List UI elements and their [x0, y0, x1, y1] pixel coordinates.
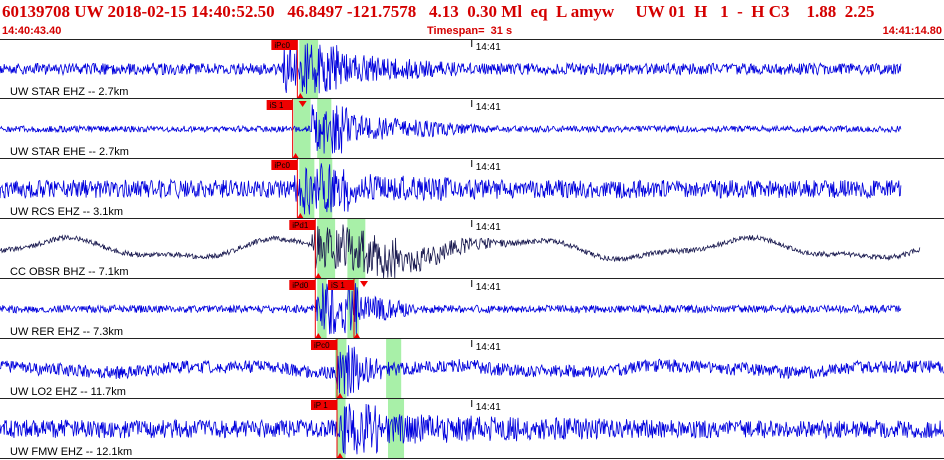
phase-pick-flag[interactable] — [271, 40, 298, 50]
channel-panel[interactable]: 14:41 iS 1 UW STAR EHE -- 2.7km — [0, 99, 944, 159]
analysis-window[interactable] — [386, 339, 402, 399]
channel-panel[interactable]: 14:41 iPd0 iS 1 UW RER EHZ -- 7.3km — [0, 279, 944, 339]
phase-pick-label: iPc0 — [274, 161, 290, 170]
time-tick-label: 14:41 — [476, 402, 501, 413]
pick-marker-down — [298, 101, 307, 107]
channel-label: CC OBSR BHZ -- 7.1km — [10, 266, 129, 278]
channel-panel[interactable]: 14:41 iP 1 UW FMW EHZ -- 12.1km — [0, 399, 944, 459]
phase-pick-flag[interactable] — [289, 220, 316, 230]
pick-marker-up — [297, 213, 304, 218]
phase-pick-label: iS 1 — [331, 281, 345, 290]
waveform-trace — [0, 104, 902, 154]
waveform-trace — [0, 163, 902, 215]
analysis-window[interactable] — [293, 99, 311, 159]
phase-pick-label: iP 1 — [314, 401, 328, 410]
phase-pick-label: iPc0 — [314, 341, 330, 350]
time-tick-label: 14:41 — [476, 282, 501, 293]
channel-panel[interactable]: 14:41 iPc0 UW STAR EHZ -- 2.7km — [0, 39, 944, 99]
phase-pick-label: iPd1 — [292, 221, 309, 230]
channel-label: UW STAR EHE -- 2.7km — [10, 146, 129, 158]
start-time-label: 14:40:43.40 — [2, 25, 62, 37]
phase-pick-label: iPc0 — [274, 41, 290, 50]
waveform-trace — [0, 43, 902, 94]
seismogram-canvas[interactable]: 14:41 iPc0 UW STAR EHZ -- 2.7km 14:41 iS 1 UW… — [0, 39, 944, 460]
phase-pick-label: iPd0 — [292, 281, 309, 290]
pick-marker-up — [315, 333, 322, 338]
waveform-trace — [0, 345, 944, 397]
phase-pick-flag[interactable] — [271, 160, 298, 170]
time-tick-label: 14:41 — [476, 102, 501, 113]
channel-panel[interactable]: 14:41 iPc0 UW LO2 EHZ -- 11.7km — [0, 339, 944, 399]
phase-pick-flag[interactable] — [266, 100, 293, 110]
end-time-label: 14:41:14.80 — [882, 25, 942, 37]
phase-pick-label: iS 1 — [270, 101, 284, 110]
pick-marker-up — [337, 393, 344, 398]
waveform-trace — [0, 221, 921, 279]
pick-marker-down — [360, 281, 368, 287]
seismogram-panels[interactable]: 14:41 iPc0 UW STAR EHZ -- 2.7km 14:41 iS 1 UW… — [0, 39, 944, 460]
channel-label: UW FMW EHZ -- 12.1km — [10, 446, 132, 458]
pick-marker-up — [292, 153, 299, 158]
phase-pick-flag[interactable] — [311, 340, 338, 350]
event-header: 60139708 UW 2018-02-15 14:40:52.50 46.84… — [0, 0, 944, 38]
phase-pick-flag[interactable] — [289, 280, 316, 290]
channel-panel[interactable]: 14:41 iPc0 UW RCS EHZ -- 3.1km — [0, 159, 944, 219]
channel-label: UW RER EHZ -- 7.3km — [10, 326, 123, 338]
waveform-trace — [0, 403, 944, 455]
channel-label: UW RCS EHZ -- 3.1km — [10, 206, 123, 218]
phase-pick-flag[interactable] — [311, 400, 338, 410]
time-tick-label: 14:41 — [476, 342, 501, 353]
phase-pick-flag[interactable] — [328, 280, 354, 290]
time-tick-label: 14:41 — [476, 42, 501, 53]
pick-marker-up — [315, 273, 322, 278]
timespan-label: Timespan= 31 s — [427, 25, 513, 37]
channel-label: UW STAR EHZ -- 2.7km — [10, 86, 128, 98]
channel-panel[interactable]: 14:41 iPd1 CC OBSR BHZ -- 7.1km — [0, 219, 944, 279]
time-tick-label: 14:41 — [476, 222, 501, 233]
pick-marker-up — [354, 333, 360, 338]
time-tick-label: 14:41 — [476, 162, 501, 173]
pick-marker-up — [297, 93, 304, 98]
event-summary-title: 60139708 UW 2018-02-15 14:40:52.50 46.84… — [2, 2, 875, 21]
channel-label: UW LO2 EHZ -- 11.7km — [10, 386, 126, 398]
pick-marker-up — [337, 453, 344, 458]
waveform-trace — [0, 283, 902, 335]
